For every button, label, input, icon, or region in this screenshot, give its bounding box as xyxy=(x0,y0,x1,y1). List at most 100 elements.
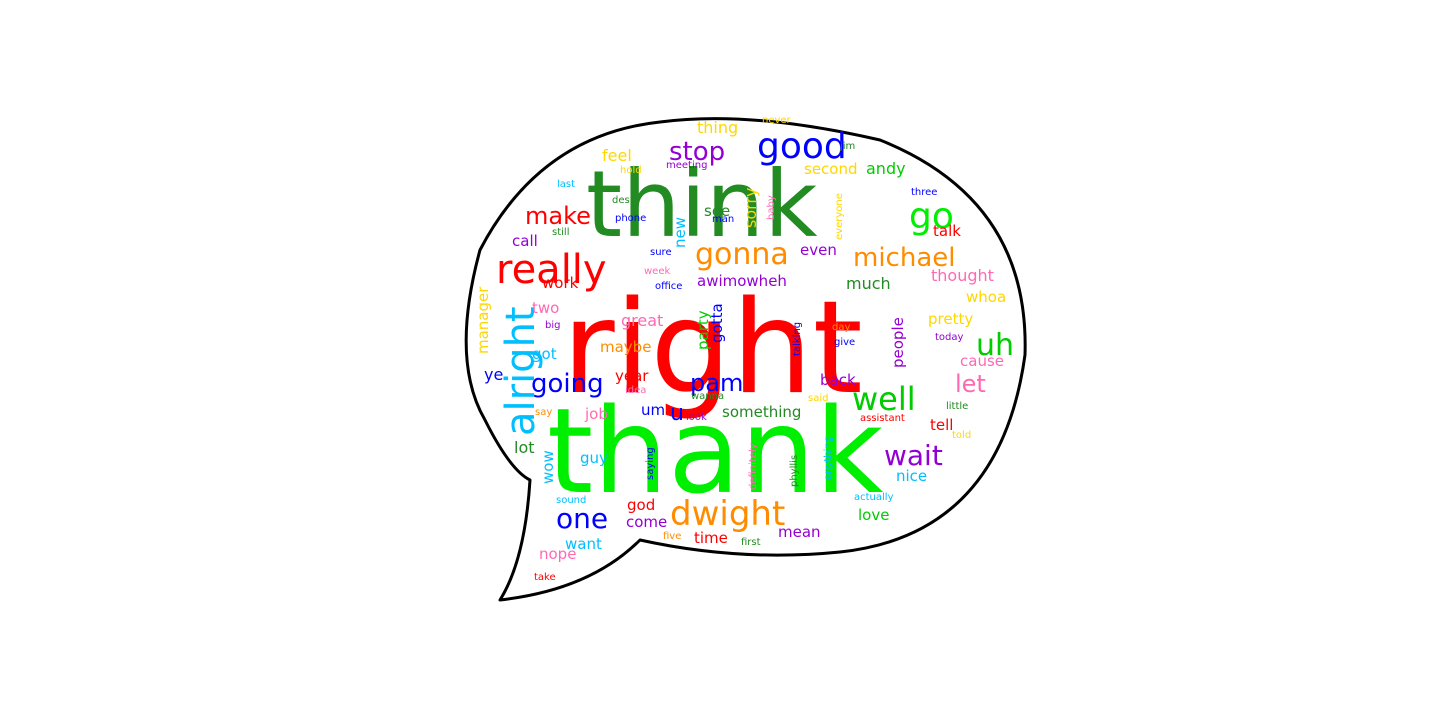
word-never: never xyxy=(762,115,792,126)
word-got: got xyxy=(532,345,557,363)
word-call: call xyxy=(512,232,538,250)
word-gotta: gotta xyxy=(708,303,726,343)
word-man: man xyxy=(712,214,734,225)
word-make: make xyxy=(525,202,591,230)
word-something: something xyxy=(722,403,801,421)
word-pretty: pretty xyxy=(928,310,973,328)
word-love: love xyxy=(858,506,889,524)
word-thing: thing xyxy=(697,118,738,137)
word-mean: mean xyxy=(778,523,821,541)
word-anything: anything xyxy=(823,436,834,480)
word-people: people xyxy=(889,317,907,368)
word-phone: phone xyxy=(615,213,646,224)
word-uh: uh xyxy=(976,328,1014,363)
word-cause: cause xyxy=(960,352,1004,370)
word-say: say xyxy=(535,407,552,418)
word-little: little xyxy=(946,401,968,412)
word-going: going xyxy=(531,369,604,399)
word-first: first xyxy=(741,537,761,548)
word-actually: actually xyxy=(854,492,894,503)
word-today: today xyxy=(935,332,964,343)
word-new: new xyxy=(671,217,689,248)
word-baby: baby xyxy=(766,195,777,220)
word-job: job xyxy=(584,405,608,423)
word-manager: manager xyxy=(474,286,492,354)
word-let: let xyxy=(955,370,986,398)
word-want: want xyxy=(565,535,602,553)
word-ye: ye xyxy=(484,365,503,384)
word-three: three xyxy=(911,187,937,198)
word-michael: michael xyxy=(853,243,955,273)
word-um: um xyxy=(641,401,665,419)
word-meeting: meeting xyxy=(666,160,707,171)
word-dwight: dwight xyxy=(670,494,785,534)
word-thought: thought xyxy=(931,266,994,285)
word-god: god xyxy=(627,496,655,514)
word-maybe: maybe xyxy=(600,338,651,356)
word-stop: stop xyxy=(669,137,725,167)
word-awimowheh: awimowheh xyxy=(697,272,787,290)
word-last: last xyxy=(557,179,575,190)
word-nice: nice xyxy=(896,467,927,485)
word-week: week xyxy=(644,266,670,277)
word-come: come xyxy=(626,513,667,531)
word-definitely: definitely xyxy=(748,443,759,490)
word-feel: feel xyxy=(602,146,632,165)
word-assistant: assistant xyxy=(860,413,905,424)
word-talk: talk xyxy=(933,222,961,240)
word-saying: saying xyxy=(645,447,656,480)
word-wanna: wanna xyxy=(691,391,724,402)
word-everyone: everyone xyxy=(834,193,845,240)
word-tell: tell xyxy=(930,416,953,434)
word-great: great xyxy=(621,311,663,330)
word-office: office xyxy=(655,281,682,292)
word-give: give xyxy=(834,337,855,348)
word-take: take xyxy=(534,572,556,583)
word-sure: sure xyxy=(650,247,672,258)
word-whoa: whoa xyxy=(966,288,1006,306)
word-even: even xyxy=(800,241,837,259)
word-still: still xyxy=(552,227,569,238)
word-andy: andy xyxy=(866,159,906,178)
word-alright: alright xyxy=(498,306,544,436)
word-gonna: gonna xyxy=(695,237,789,272)
word-talking: talking xyxy=(792,322,803,356)
word-work: work xyxy=(542,274,579,292)
word-guy: guy xyxy=(580,449,608,467)
word-right: right xyxy=(562,274,863,423)
word-really: really xyxy=(496,247,607,293)
word-u: u xyxy=(670,401,684,426)
word-nope: nope xyxy=(539,545,576,563)
word-big: big xyxy=(545,320,560,331)
word-good: good xyxy=(757,126,847,167)
word-hold: hold xyxy=(620,165,642,176)
word-second: second xyxy=(804,160,858,178)
speech-bubble-outline xyxy=(464,117,1027,602)
word-go: go xyxy=(909,196,954,237)
word-much: much xyxy=(846,274,891,293)
word-look: look xyxy=(686,412,707,423)
word-party: party xyxy=(694,310,712,350)
word-five: five xyxy=(663,531,681,542)
word-lot: lot xyxy=(514,438,535,457)
word-think: think xyxy=(586,151,818,258)
word-jim: jim xyxy=(839,141,855,152)
word-sorry: sorry xyxy=(741,188,760,228)
word-thank: thank xyxy=(547,382,883,520)
word-sound: sound xyxy=(556,495,586,506)
word-day: day xyxy=(832,322,850,333)
word-back: back xyxy=(820,371,856,389)
word-one: one xyxy=(556,502,608,535)
word-idea: idea xyxy=(625,385,646,396)
word-said: said xyxy=(808,393,828,404)
word-told: told xyxy=(952,430,971,441)
word-wait: wait xyxy=(884,439,943,472)
word-pam: pam xyxy=(690,369,743,397)
word-year: year xyxy=(615,367,649,385)
word-two: two xyxy=(532,299,559,317)
word-phyllis: phyllis xyxy=(789,455,800,487)
word-wow: wow xyxy=(539,450,557,484)
word-well: well xyxy=(852,380,916,418)
word-time: time xyxy=(694,529,728,547)
